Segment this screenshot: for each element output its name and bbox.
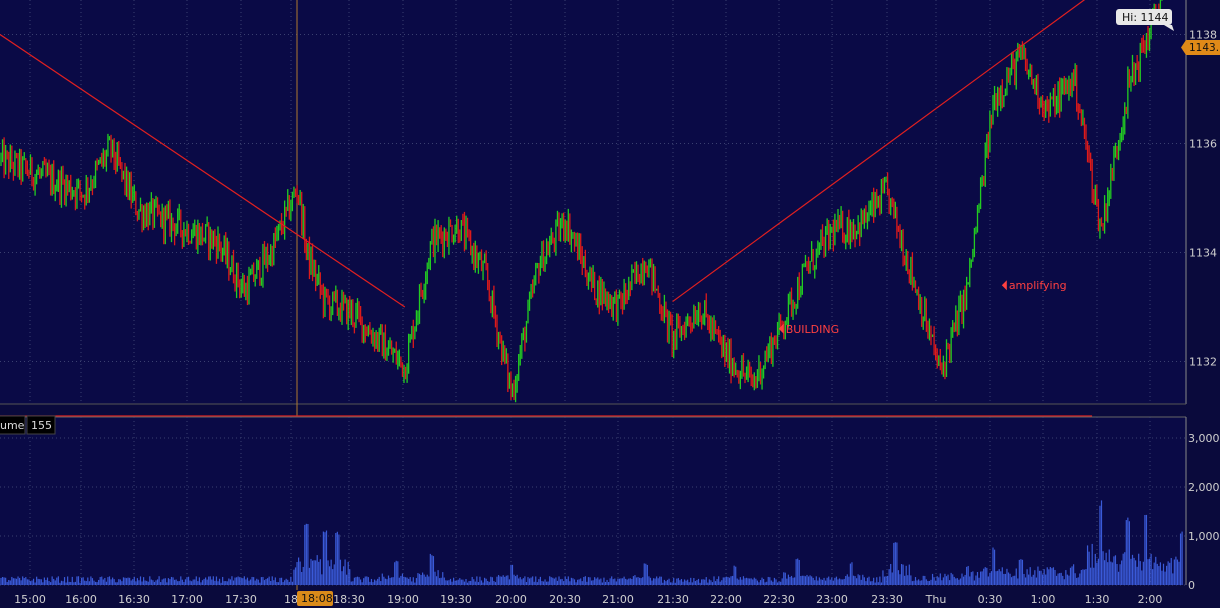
price-y-tick-label: 1132 [1189,356,1217,369]
crosshair-time-text: 18:08 [301,592,333,605]
time-tick-label: 19:00 [387,593,419,606]
price-panel: 1132113411361138114011421144BUILDINGampl… [0,0,1220,590]
volume-y-tick-label: 2,000 [1188,481,1220,494]
time-tick-label: Thu [925,593,947,606]
time-tick-label: 17:30 [225,593,257,606]
high-label-text: Hi: 1144 [1122,11,1169,24]
last-price-tag: 1143. [1181,40,1220,55]
volume-legend-value-box [26,415,56,435]
last-price-tag-pointer [1181,40,1186,55]
volume-legend: ume 155 [0,415,56,435]
high-label-pointer [1164,25,1174,31]
time-tick-label: 16:00 [65,593,97,606]
volume-legend-label: ume [0,419,25,432]
annotation-label: amplifying [1009,279,1067,292]
time-tick-label: 18:30 [333,593,365,606]
time-tick-label: 20:00 [495,593,527,606]
time-tick-label: 19:30 [440,593,472,606]
time-tick-label: 23:30 [871,593,903,606]
time-tick-label: 1:00 [1031,593,1056,606]
time-tick-label: 22:30 [763,593,795,606]
time-tick-label: 20:30 [549,593,581,606]
volume-legend-value: 155 [31,419,52,432]
annotation-arrow [1001,280,1007,291]
price-y-tick-label: 1138 [1189,29,1217,42]
high-label-box [1116,9,1172,25]
time-tick-label: 1:30 [1085,593,1110,606]
last-price-tag-text: 1143. [1189,42,1219,54]
volume-y-tick-label: 1,000 [1188,530,1220,543]
time-tick-label: 16:30 [118,593,150,606]
last-price-tag-box [1186,40,1220,55]
time-axis: 15:00 16:00 16:30 17:00 17:30 18 18:30 19:00 19:… [14,593,1162,606]
price-y-tick-label: 1134 [1189,247,1217,260]
price-plot-background [0,0,1186,404]
candlesticks [0,0,1163,403]
volume-legend-box [0,415,26,435]
annotation-label: BUILDING [786,323,839,336]
crosshair-time-box [297,591,333,606]
volume-bars [0,500,1183,585]
time-tick-label: 15:00 [14,593,46,606]
high-label: Hi: 1144 [1116,9,1174,31]
volume-y-tick-label: 3,000 [1188,432,1220,445]
price-axis-background [1186,0,1220,404]
time-tick-label: 22:00 [710,593,742,606]
time-tick-label: 21:00 [602,593,634,606]
price-y-tick-label: 1136 [1189,138,1217,151]
time-tick-label: 0:30 [978,593,1003,606]
trendline [0,34,406,308]
volume-plot-background [0,417,1186,585]
time-tick-label: 2:00 [1138,593,1163,606]
annotation-arrow [778,323,784,334]
crosshair-time-tag: 18:08 [297,591,333,606]
time-tick-label: 21:30 [657,593,689,606]
time-tick-label: 17:00 [171,593,203,606]
time-tick-label: 18 [284,593,298,606]
volume-y-tick-label: 0 [1188,579,1195,592]
volume-panel: 0 1,000 2,000 3,000 15:00 16:00 16:30 17:00 17:3… [0,416,1220,606]
trendline [672,0,1086,303]
time-tick-label: 23:00 [816,593,848,606]
chart-overlay: ume 155 Hi: 1144 1143. 18:08 [0,9,1220,606]
